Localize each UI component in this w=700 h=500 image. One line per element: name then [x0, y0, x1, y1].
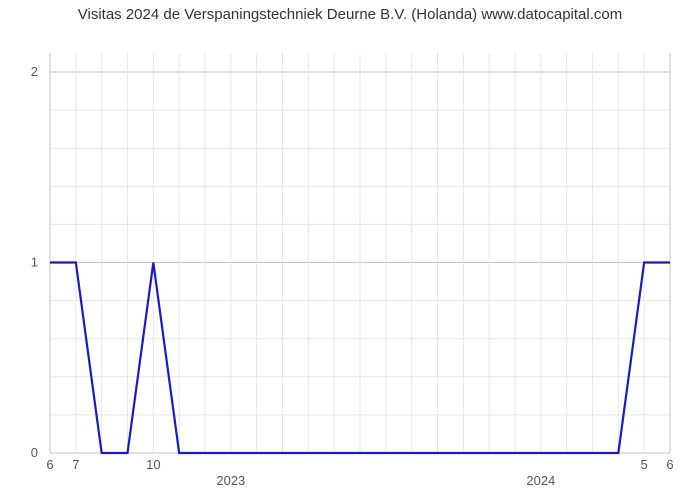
y-tick-label: 0: [31, 445, 38, 460]
y-tick-label: 2: [31, 64, 38, 79]
chart-background: [0, 23, 700, 493]
chart-title: Visitas 2024 de Verspaningstechniek Deur…: [0, 0, 700, 23]
x-tick-label: 6: [46, 457, 53, 472]
chart-container: Visitas 2024 de Verspaningstechniek Deur…: [0, 0, 700, 500]
x-year-label: 2023: [216, 473, 245, 488]
x-tick-label: 10: [146, 457, 160, 472]
line-chart: 01267105620232024Visitas: [0, 23, 700, 493]
x-tick-label: 6: [666, 457, 673, 472]
y-tick-label: 1: [31, 255, 38, 270]
x-tick-label: 5: [641, 457, 648, 472]
x-tick-label: 7: [72, 457, 79, 472]
x-year-label: 2024: [526, 473, 555, 488]
